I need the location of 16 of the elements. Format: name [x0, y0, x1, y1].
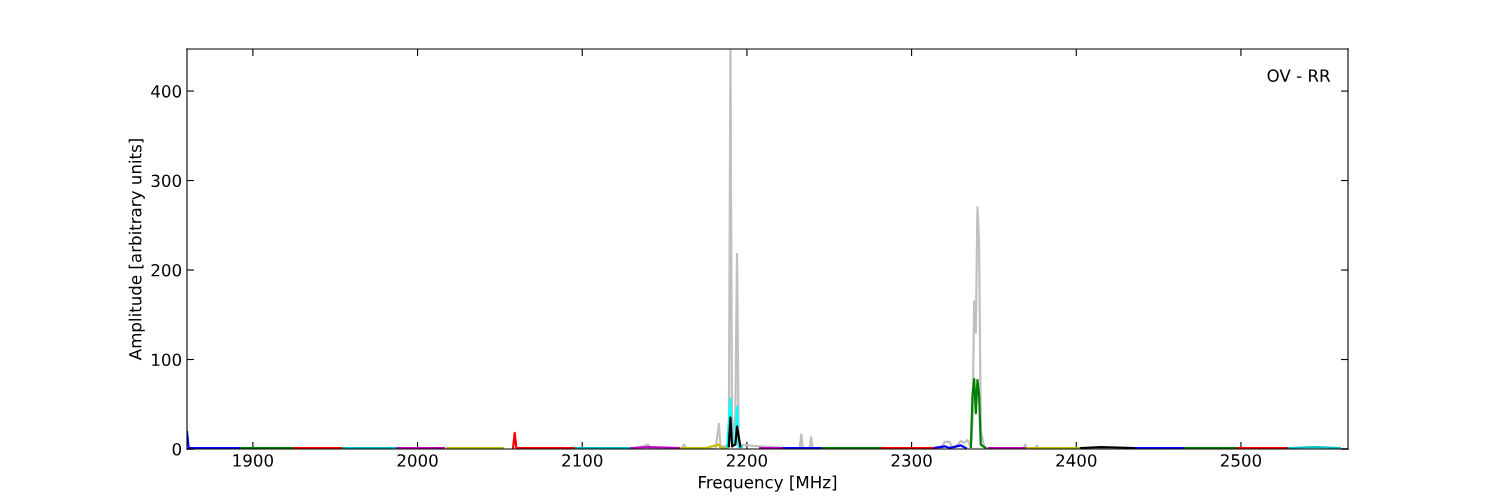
- x-tick-label: 2100: [562, 454, 603, 467]
- x-tick-label: 2300: [891, 454, 932, 467]
- annotation: OV - RR: [1267, 69, 1331, 82]
- y-tick-label: 200: [151, 263, 182, 277]
- x-tick-label: 2200: [726, 454, 768, 467]
- y-tick-label: 300: [151, 174, 182, 188]
- x-tick-label: 2000: [397, 454, 438, 467]
- y-tick-label: 0: [172, 442, 182, 456]
- x-tick-label: 2400: [1056, 454, 1097, 467]
- x-tick-label: 2500: [1220, 454, 1262, 467]
- y-tick-label: 400: [151, 85, 182, 98]
- line-series: [726, 397, 744, 449]
- x-axis-title: Frequency [MHz]: [699, 475, 837, 492]
- y-tick-label: 100: [152, 353, 182, 367]
- x-tick-label: 1900: [233, 454, 273, 467]
- y-axis-title: Amplitude [arbitrary units]: [128, 139, 145, 361]
